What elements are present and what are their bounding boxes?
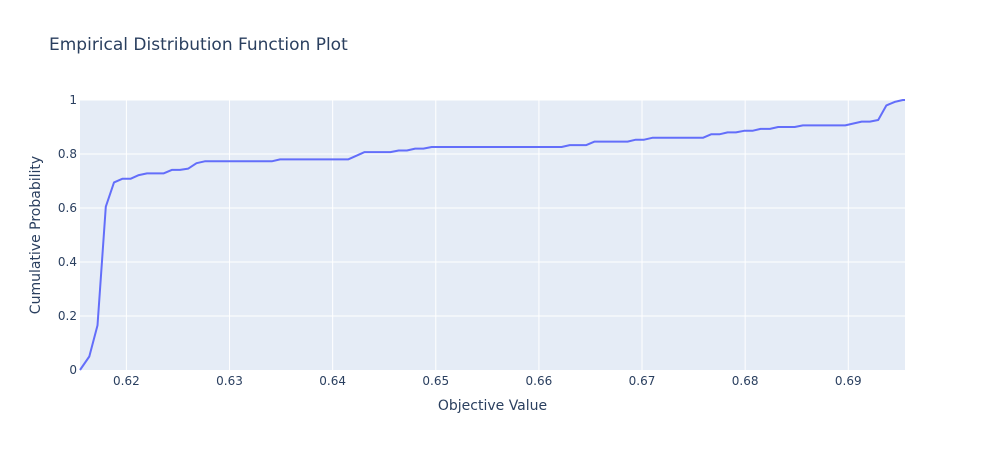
y-tick-label: 0: [69, 363, 77, 377]
y-axis-title: Cumulative Probability: [28, 156, 44, 314]
x-tick-label: 0.62: [113, 374, 140, 388]
y-tick-label: 0.4: [58, 255, 77, 269]
tick-labels: 0.62 0.63 0.64 0.65 0.66 0.67 0.68 0.69 0 0.2 0.4 0…: [58, 93, 862, 388]
x-tick-label: 0.63: [216, 374, 243, 388]
x-tick-label: 0.65: [422, 374, 449, 388]
data-series: [79, 99, 905, 371]
x-tick-label: 0.68: [732, 374, 759, 388]
y-tick-label: 0.6: [58, 201, 77, 215]
x-tick-label: 0.66: [526, 374, 553, 388]
chart-title: Empirical Distribution Function Plot: [49, 35, 348, 55]
x-tick-label: 0.69: [835, 374, 862, 388]
x-axis-title: Objective Value: [438, 398, 547, 414]
grid-lines: [80, 99, 905, 370]
x-tick-label: 0.67: [629, 374, 656, 388]
y-tick-label: 0.2: [58, 309, 77, 323]
y-tick-label: 1: [69, 93, 77, 107]
y-tick-label: 0.8: [58, 147, 77, 161]
ecdf-line: [79, 99, 905, 371]
plot-area: [80, 100, 905, 370]
x-tick-label: 0.64: [319, 374, 346, 388]
